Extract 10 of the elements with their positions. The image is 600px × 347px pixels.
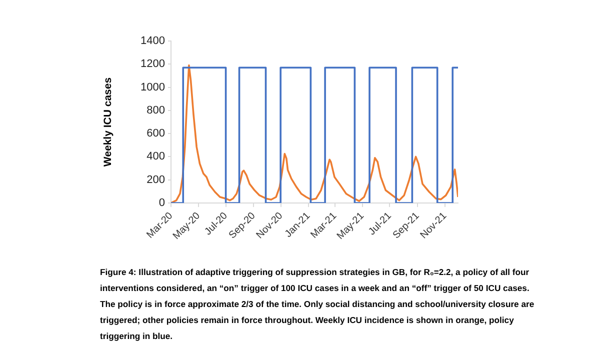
- y-tick-label: 200: [146, 174, 165, 186]
- y-axis-title: Weekly ICU cases: [102, 77, 114, 167]
- y-tick-label: 1200: [140, 58, 165, 70]
- y-tick-label: 1000: [140, 81, 165, 94]
- y-tick-label: 0: [158, 197, 165, 210]
- y-tick-label: 400: [146, 150, 165, 163]
- caption: Figure 4: Illustration of adaptive triggering of suppression strategies in GB, for R₀=2.2, a policy of all four interventions considered, an “on” trigger of 100 ICU cases in a week and an “off” trigger of 50 ICU cases. The policy is in force approximate 2/3 of the time. Only social distancing and school/university closure are triggered; other policies remain in force throughout. Weekly ICU incidence is shown in orange, policy triggering in blue.: [100, 266, 536, 343]
- y-tick-label: 1400: [140, 35, 165, 48]
- y-tick-label: 600: [146, 128, 165, 140]
- y-tick-label: 800: [146, 104, 165, 116]
